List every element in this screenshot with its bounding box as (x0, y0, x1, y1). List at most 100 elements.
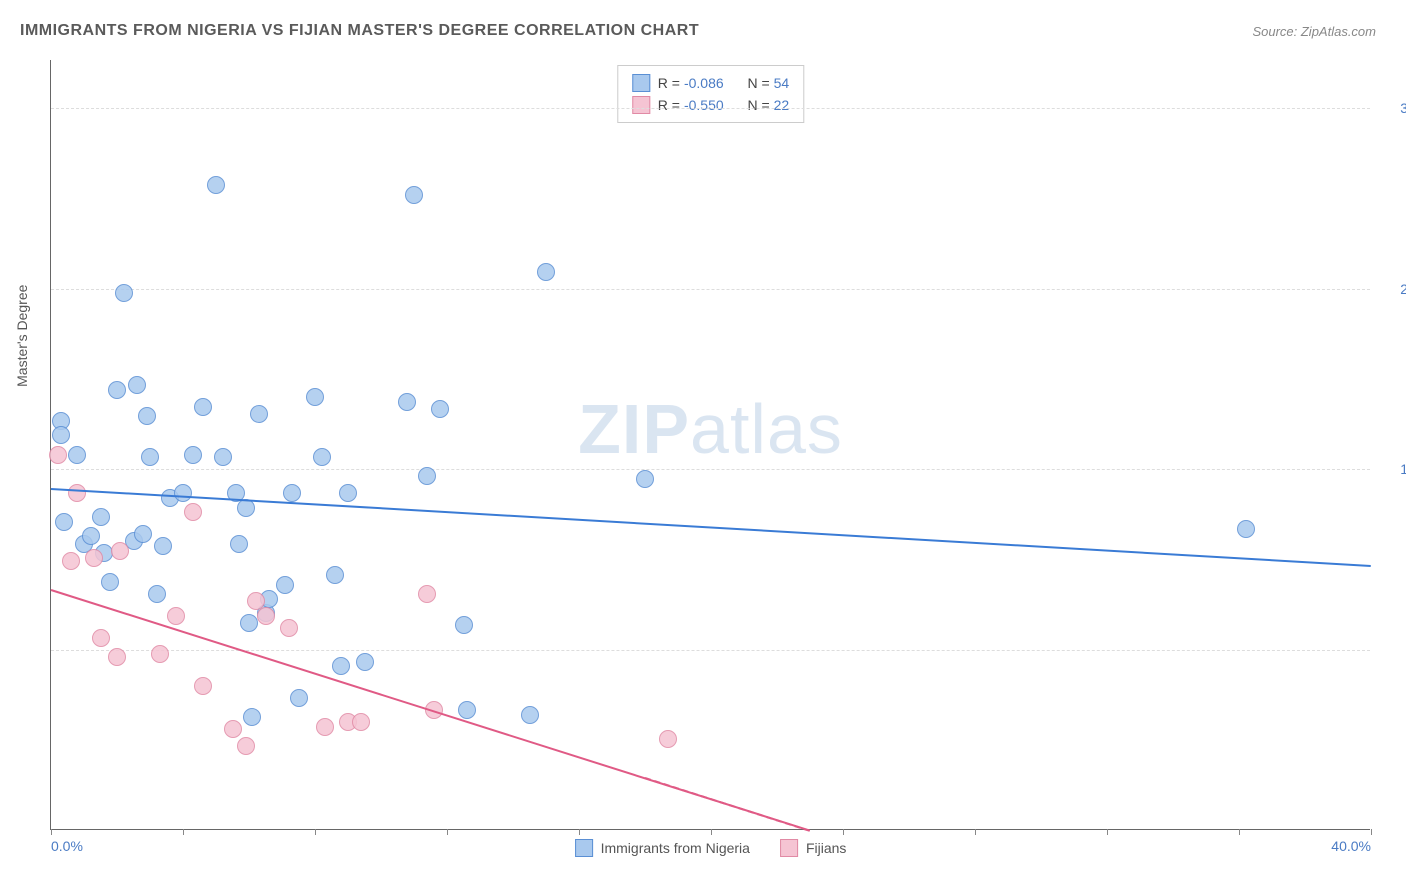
legend-stats-row: R = -0.550 N = 22 (632, 94, 789, 116)
data-point (405, 186, 423, 204)
data-point (207, 176, 225, 194)
data-point (101, 573, 119, 591)
data-point (68, 484, 86, 502)
data-point (154, 537, 172, 555)
x-tick-mark (183, 829, 184, 835)
data-point (141, 448, 159, 466)
data-point (276, 576, 294, 594)
data-point (418, 467, 436, 485)
data-point (111, 542, 129, 560)
data-point (458, 701, 476, 719)
gridline (51, 108, 1370, 109)
data-point (184, 503, 202, 521)
chart-title: IMMIGRANTS FROM NIGERIA VS FIJIAN MASTER… (20, 22, 699, 40)
data-point (68, 446, 86, 464)
data-point (214, 448, 232, 466)
data-point (49, 446, 67, 464)
data-point (167, 607, 185, 625)
legend-n: N = 54 (747, 75, 789, 91)
data-point (243, 708, 261, 726)
data-point (92, 508, 110, 526)
data-point (352, 713, 370, 731)
data-point (55, 513, 73, 531)
legend-swatch (632, 74, 650, 92)
data-point (537, 263, 555, 281)
data-point (332, 657, 350, 675)
legend-swatch (780, 839, 798, 857)
x-tick-mark (315, 829, 316, 835)
watermark: ZIPatlas (578, 389, 843, 469)
data-point (108, 381, 126, 399)
legend-n: N = 22 (747, 97, 789, 113)
x-tick-mark (975, 829, 976, 835)
data-point (418, 585, 436, 603)
data-point (82, 527, 100, 545)
data-point (521, 706, 539, 724)
data-point (280, 619, 298, 637)
data-point (398, 393, 416, 411)
x-tick-label: 0.0% (51, 838, 83, 854)
data-point (257, 607, 275, 625)
source-attribution: Source: ZipAtlas.com (1252, 24, 1376, 39)
legend-series-label: Immigrants from Nigeria (601, 840, 750, 856)
x-tick-mark (711, 829, 712, 835)
watermark-atlas: atlas (690, 390, 843, 468)
data-point (659, 730, 677, 748)
data-point (148, 585, 166, 603)
legend-swatch (575, 839, 593, 857)
legend-series-label: Fijians (806, 840, 846, 856)
data-point (174, 484, 192, 502)
x-tick-mark (1107, 829, 1108, 835)
data-point (313, 448, 331, 466)
watermark-zip: ZIP (578, 390, 690, 468)
x-tick-mark (1371, 829, 1372, 835)
data-point (134, 525, 152, 543)
data-point (237, 737, 255, 755)
data-point (108, 648, 126, 666)
data-point (306, 388, 324, 406)
legend-r: R = -0.550 (658, 97, 724, 113)
data-point (290, 689, 308, 707)
source-prefix: Source: (1252, 24, 1300, 39)
data-point (128, 376, 146, 394)
source-name: ZipAtlas.com (1301, 24, 1376, 39)
data-point (138, 407, 156, 425)
data-point (283, 484, 301, 502)
gridline (51, 289, 1370, 290)
x-tick-mark (843, 829, 844, 835)
series-legend: Immigrants from Nigeria Fijians (575, 839, 847, 857)
data-point (230, 535, 248, 553)
data-point (62, 552, 80, 570)
data-point (636, 470, 654, 488)
legend-swatch (632, 96, 650, 114)
data-point (115, 284, 133, 302)
data-point (326, 566, 344, 584)
legend-r: R = -0.086 (658, 75, 724, 91)
legend-stats-row: R = -0.086 N = 54 (632, 72, 789, 94)
x-tick-mark (579, 829, 580, 835)
data-point (194, 677, 212, 695)
data-point (455, 616, 473, 634)
data-point (316, 718, 334, 736)
x-tick-mark (447, 829, 448, 835)
gridline (51, 650, 1370, 651)
correlation-legend: R = -0.086 N = 54R = -0.550 N = 22 (617, 65, 804, 123)
chart-container: IMMIGRANTS FROM NIGERIA VS FIJIAN MASTER… (0, 0, 1406, 892)
data-point (250, 405, 268, 423)
data-point (431, 400, 449, 418)
data-point (224, 720, 242, 738)
gridline (51, 469, 1370, 470)
y-tick-label: 22.5% (1380, 281, 1406, 297)
data-point (1237, 520, 1255, 538)
data-point (52, 426, 70, 444)
data-point (339, 484, 357, 502)
trend-line (51, 488, 1371, 567)
y-tick-label: 30.0% (1380, 100, 1406, 116)
data-point (85, 549, 103, 567)
data-point (240, 614, 258, 632)
x-tick-mark (1239, 829, 1240, 835)
plot-area: ZIPatlas R = -0.086 N = 54R = -0.550 N =… (50, 60, 1370, 830)
y-axis-title: Master's Degree (14, 285, 30, 387)
data-point (151, 645, 169, 663)
legend-series-item: Fijians (780, 839, 846, 857)
